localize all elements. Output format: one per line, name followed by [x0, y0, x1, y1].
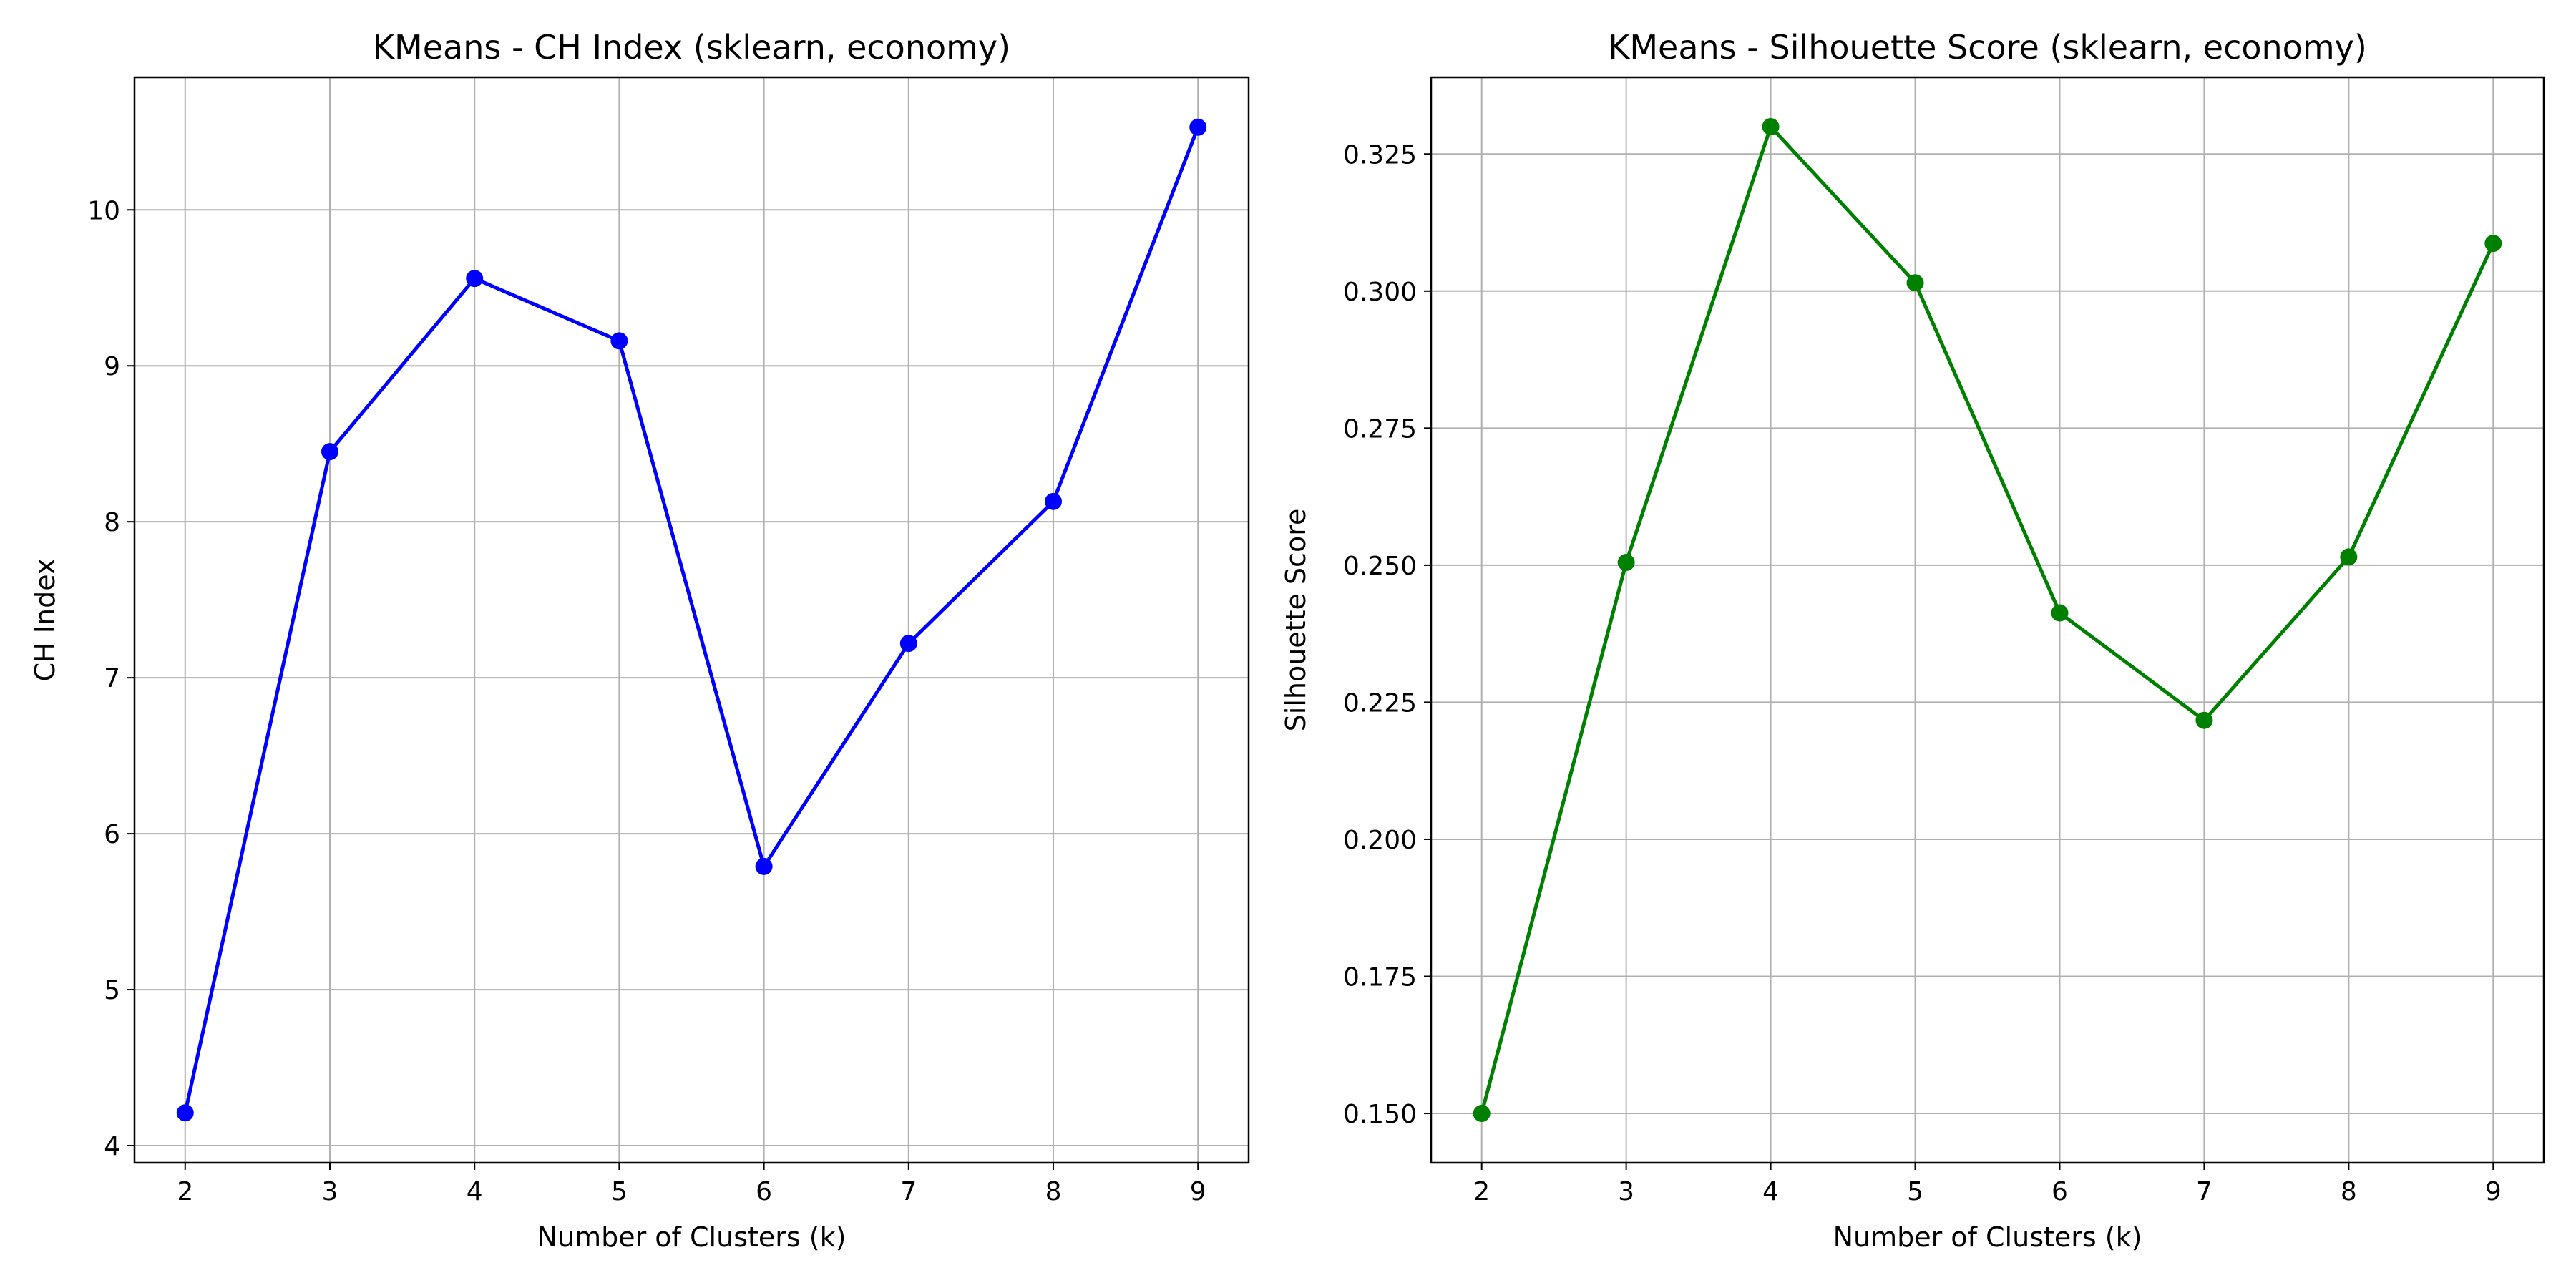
- ch-x-ticks: 2 3 4 5 6 7 8 9: [177, 1163, 1206, 1206]
- silhouette-data-point: [2195, 711, 2213, 729]
- ch-grid: [135, 77, 1249, 1163]
- silhouette-grid: [1431, 77, 2544, 1163]
- silhouette-data-point: [1906, 274, 1924, 292]
- silhouette-x-axis-label: Number of Clusters (k): [1833, 1221, 2142, 1253]
- silhouette-axes-frame: [1430, 76, 2545, 1164]
- silhouette-x-tick-label: 9: [2485, 1177, 2502, 1206]
- silhouette-x-ticks: 2 3 4 5 6 7 8 9: [1473, 1163, 2502, 1206]
- silhouette-y-tick-label: 0.150: [1343, 1100, 1417, 1129]
- silhouette-data-point: [1473, 1105, 1491, 1123]
- silhouette-y-tick-label: 0.225: [1343, 688, 1417, 718]
- silhouette-x-tick-label: 7: [2196, 1177, 2212, 1206]
- silhouette-chart-title: KMeans - Silhouette Score (sklearn, econ…: [1608, 28, 2367, 67]
- silhouette-y-tick-label: 0.175: [1343, 963, 1417, 992]
- ch-x-tick-label: 3: [322, 1177, 338, 1206]
- silhouette-data-point: [2484, 235, 2502, 253]
- silhouette-series: [1473, 117, 2502, 1123]
- ch-data-point: [1189, 118, 1207, 136]
- ch-y-tick-label: 7: [104, 664, 120, 693]
- ch-y-tick-label: 10: [87, 196, 120, 225]
- ch-x-tick-label: 9: [1190, 1177, 1206, 1206]
- ch-y-tick-label: 4: [104, 1132, 120, 1161]
- ch-data-point: [1045, 492, 1063, 510]
- silhouette-y-tick-label: 0.325: [1343, 140, 1417, 170]
- ch-data-point: [610, 332, 628, 350]
- silhouette-y-tick-label: 0.275: [1343, 414, 1417, 444]
- ch-data-point: [466, 270, 484, 288]
- silhouette-x-tick-label: 4: [1762, 1177, 1779, 1206]
- ch-y-tick-label: 9: [104, 352, 120, 381]
- ch-data-point: [321, 443, 338, 461]
- ch-x-tick-label: 4: [467, 1177, 483, 1206]
- ch-series-line: [183, 126, 1200, 1113]
- silhouette-y-axis-label: Silhouette Score: [1280, 509, 1312, 732]
- ch-series: [176, 118, 1207, 1122]
- silhouette-x-tick-label: 8: [2341, 1177, 2357, 1206]
- silhouette-x-tick-label: 5: [1907, 1177, 1923, 1206]
- silhouette-data-point: [1617, 554, 1635, 572]
- silhouette-x-tick-label: 6: [2051, 1177, 2068, 1206]
- ch-y-ticks: 4 5 6 7 8 9 10: [87, 196, 135, 1161]
- silhouette-series-line: [1480, 125, 2495, 1114]
- ch-data-point: [755, 857, 773, 875]
- silhouette-y-tick-label: 0.250: [1343, 552, 1417, 581]
- ch-x-tick-label: 6: [756, 1177, 772, 1206]
- ch-y-axis-label: CH Index: [29, 559, 61, 682]
- silhouette-x-tick-label: 3: [1618, 1177, 1634, 1206]
- ch-index-plot: 2 3 4 5 6 7 8 9 4 5 6 7 8 9 10 KMeans - CH Index (skl…: [29, 28, 1250, 1253]
- silhouette-data-point: [2340, 548, 2358, 566]
- silhouette-data-point: [2051, 604, 2069, 622]
- ch-data-point: [176, 1104, 194, 1122]
- ch-x-tick-label: 5: [611, 1177, 628, 1206]
- ch-data-point: [899, 635, 917, 653]
- ch-x-axis-label: Number of Clusters (k): [537, 1221, 847, 1253]
- silhouette-y-tick-label: 0.200: [1343, 826, 1417, 855]
- ch-chart-title: KMeans - CH Index (sklearn, economy): [373, 28, 1010, 67]
- silhouette-y-tick-label: 0.300: [1343, 278, 1417, 307]
- ch-axes-frame: [133, 76, 1250, 1164]
- ch-y-tick-label: 5: [104, 976, 120, 1005]
- ch-y-tick-label: 6: [104, 820, 120, 849]
- silhouette-x-tick-label: 2: [1473, 1177, 1490, 1206]
- ch-x-tick-label: 2: [177, 1177, 193, 1206]
- ch-x-tick-label: 8: [1045, 1177, 1062, 1206]
- ch-x-tick-label: 7: [900, 1177, 917, 1206]
- ch-y-tick-label: 8: [104, 508, 120, 537]
- silhouette-y-ticks: 0.150 0.175 0.200 0.225 0.250 0.275 0.300 0.325: [1343, 140, 1431, 1129]
- silhouette-data-point: [1762, 117, 1780, 135]
